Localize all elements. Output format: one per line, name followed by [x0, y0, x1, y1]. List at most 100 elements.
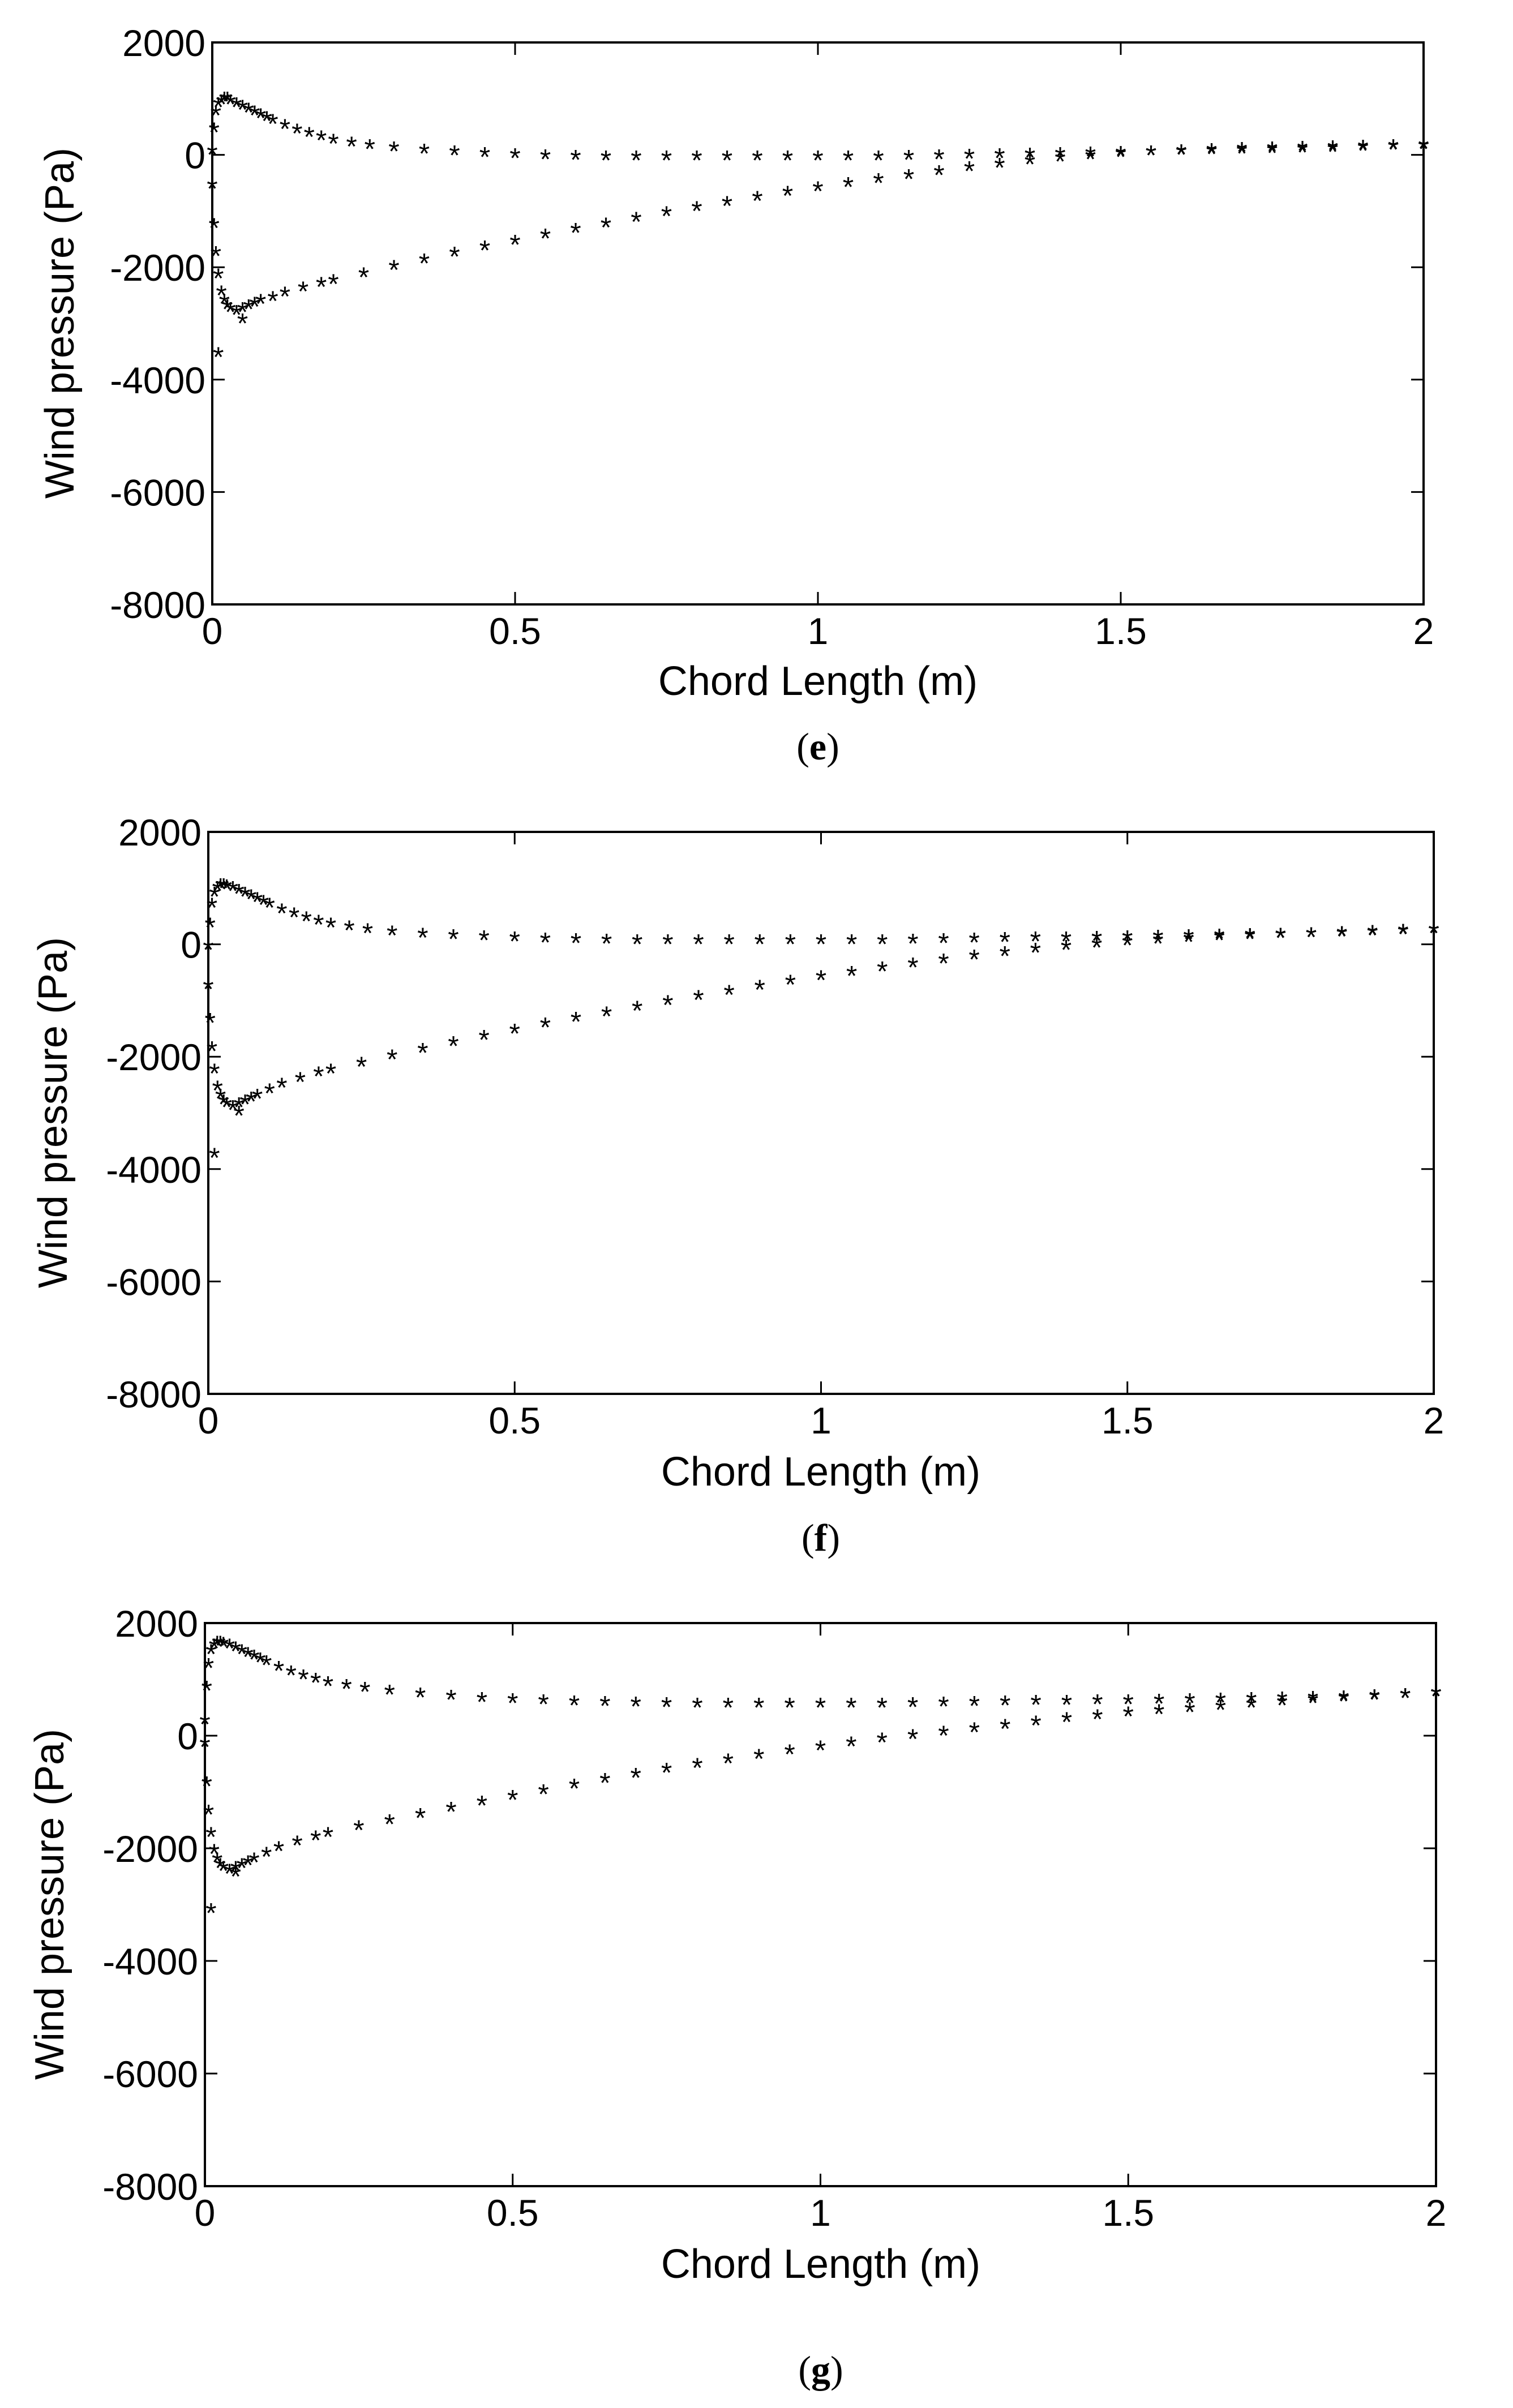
data-point: * [631, 206, 641, 238]
data-point: * [571, 928, 581, 959]
data-point: * [231, 299, 242, 331]
data-point: * [1215, 1694, 1226, 1725]
data-point: * [1245, 922, 1255, 954]
data-point: * [479, 234, 490, 266]
x-tick-label: 0.5 [487, 2192, 539, 2234]
data-point: * [346, 131, 357, 162]
y-tick-label: -4000 [106, 1149, 202, 1191]
data-point: * [538, 1779, 548, 1810]
data-point: * [752, 185, 762, 217]
data-point: * [601, 1001, 612, 1032]
data-point: * [212, 1075, 223, 1106]
x-tick-label: 2 [1424, 1400, 1445, 1441]
data-point: * [261, 1650, 272, 1681]
x-tick-label: 0 [202, 610, 223, 652]
data-point: * [1275, 922, 1286, 954]
data-point: * [209, 1838, 220, 1870]
data-point: * [661, 200, 672, 232]
data-point: * [723, 929, 734, 960]
data-point: * [248, 1847, 259, 1878]
data-point: * [388, 136, 399, 168]
data-point: * [205, 1897, 216, 1929]
x-axis-title: Chord Length (m) [658, 659, 978, 704]
data-point: * [258, 889, 269, 921]
data-point: * [843, 171, 854, 203]
y-tick-label: 2000 [118, 812, 202, 853]
panel-letter: g [811, 2348, 830, 2391]
data-point: * [1183, 924, 1194, 955]
data-point: * [224, 1858, 235, 1890]
data-point: * [1357, 134, 1368, 166]
data-point: * [445, 1796, 456, 1827]
data-point: * [1428, 917, 1439, 949]
data-point: * [1122, 930, 1133, 962]
data-point: * [261, 1841, 272, 1873]
data-point: * [846, 1731, 856, 1762]
data-point: * [417, 1037, 428, 1068]
data-point: * [662, 989, 673, 1021]
data-point: * [1146, 140, 1156, 171]
data-point: * [246, 1086, 256, 1118]
data-point: * [298, 276, 308, 307]
data-point: * [203, 934, 213, 966]
data-point: * [205, 1638, 216, 1670]
data-point: * [209, 1142, 220, 1174]
data-point: * [303, 121, 314, 153]
data-point: * [1338, 1684, 1349, 1716]
data-point: * [203, 1652, 214, 1684]
data-point: * [661, 145, 672, 177]
data-point: * [1091, 925, 1102, 957]
data-point: * [230, 1861, 241, 1892]
data-point: * [1367, 919, 1378, 951]
data-point: * [208, 212, 219, 244]
data-point: * [289, 902, 299, 933]
data-point: * [249, 291, 260, 323]
data-point: * [328, 128, 338, 160]
x-tick-labels: 0 0.5 1 1.5 2 [195, 2192, 1447, 2234]
data-point: * [755, 929, 765, 960]
data-point: * [570, 217, 581, 249]
data-point: * [784, 1692, 795, 1723]
x-tick-label: 0.5 [488, 1400, 541, 1441]
data-point: * [1306, 921, 1317, 953]
data-point: * [1061, 1706, 1072, 1738]
data-point: * [199, 1709, 210, 1740]
data-point: * [964, 143, 975, 175]
x-tick-label: 2 [1413, 610, 1434, 652]
data-point: * [215, 1852, 225, 1884]
data-point: * [846, 1692, 856, 1723]
data-point: * [571, 1006, 581, 1038]
data-point: * [661, 1691, 672, 1723]
data-point: * [784, 1739, 795, 1770]
data-point: * [211, 240, 221, 272]
data-point: * [216, 280, 226, 311]
data-point: * [264, 892, 275, 924]
data-point: * [1061, 926, 1071, 958]
data-point: * [1297, 135, 1308, 167]
data-point: * [449, 241, 460, 272]
data-point: * [1276, 1685, 1287, 1717]
data-point: * [843, 145, 854, 177]
x-tick-label: 0 [195, 2192, 216, 2234]
data-point: * [816, 964, 826, 996]
data-point: * [313, 909, 324, 941]
data-point: * [479, 141, 490, 173]
data-point: * [237, 1852, 247, 1884]
data-point: * [1055, 146, 1065, 178]
data-point: * [203, 1799, 214, 1830]
data-point: * [969, 1690, 980, 1722]
data-point: * [964, 155, 975, 187]
data-markers: *************** * * * * * * * * * * * * * * * * * * * * * * * * *… [203, 872, 1439, 1174]
x-tick-labels: 0 0.5 1 1.5 2 [202, 610, 1434, 652]
data-point: * [570, 144, 581, 176]
y-axis-title: Wind pressure (Pa) [31, 937, 76, 1288]
data-point: * [203, 973, 213, 1005]
x-axis-title: Chord Length (m) [661, 1449, 980, 1495]
data-point: * [328, 268, 338, 300]
data-point: * [295, 1066, 306, 1098]
data-point: * [252, 1083, 263, 1115]
data-point: * [1123, 1701, 1134, 1732]
data-point: * [419, 138, 430, 170]
data-point: * [212, 875, 223, 907]
data-point: * [384, 1808, 395, 1840]
